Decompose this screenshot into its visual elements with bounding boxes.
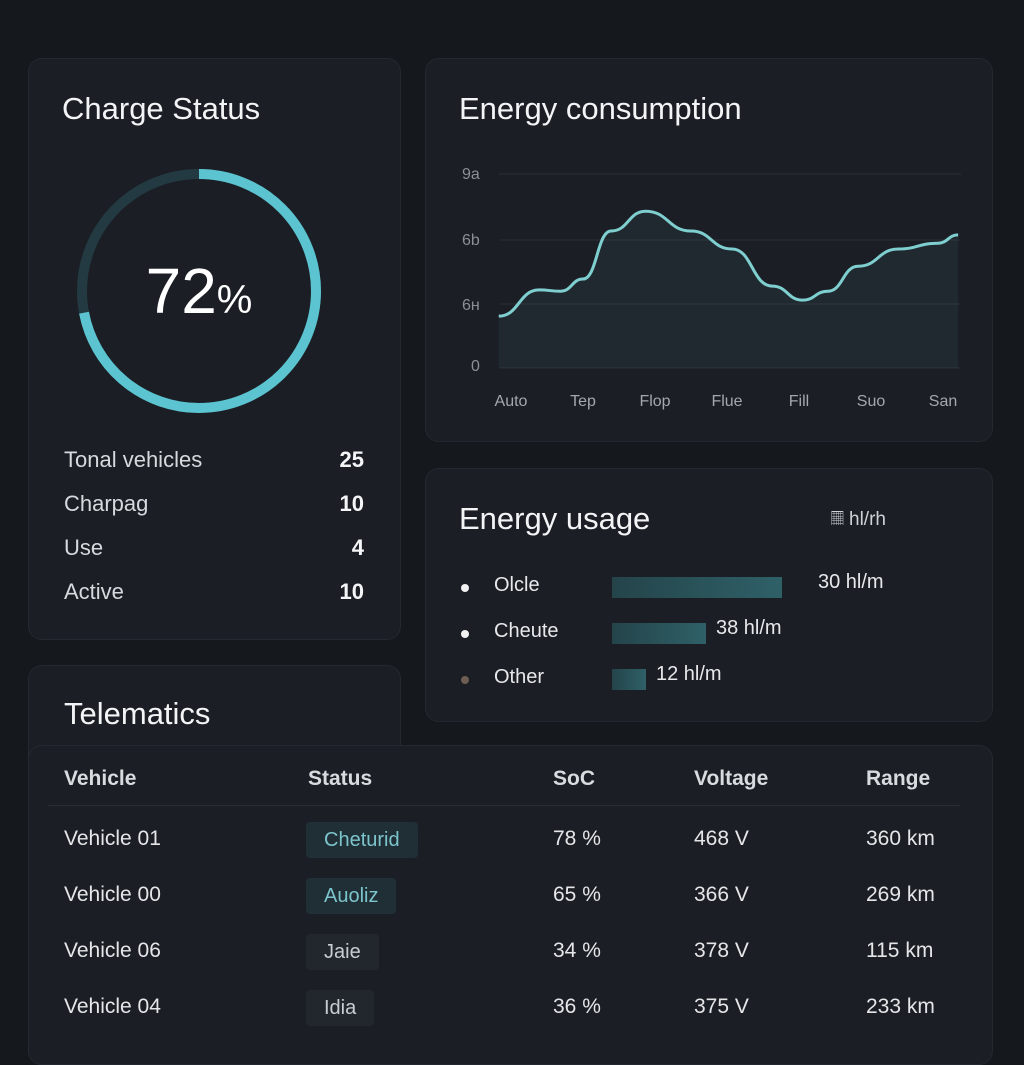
telematics-title: Telematics <box>64 696 211 731</box>
charge-status-card: Charge Status 72% Tonal vehicles 25 Charp… <box>28 58 401 640</box>
table-cell: 36 % <box>553 995 601 1018</box>
stat-row: Active 10 <box>64 579 364 604</box>
stat-row: Use 4 <box>64 535 364 560</box>
usage-value: 30 hl/m <box>818 571 884 593</box>
gauge-fill <box>77 169 321 413</box>
line-chart <box>498 173 961 369</box>
table-cell: 78 % <box>553 827 601 850</box>
table-cell: 233 km <box>866 995 935 1018</box>
unit-icon: 𝄜 <box>831 509 844 530</box>
table-cell: 34 % <box>553 939 601 962</box>
table-cell: 65 % <box>553 883 601 906</box>
x-tick-label: Fill <box>788 393 810 410</box>
table-cell: 269 km <box>866 883 935 906</box>
usage-bar <box>612 623 706 644</box>
stat-row: Charpag 10 <box>64 491 364 516</box>
status-badge: Auoliz <box>306 878 397 914</box>
usage-label: Olcle <box>494 574 540 596</box>
usage-value: 38 hl/m <box>716 617 782 639</box>
x-tick-label: Tep <box>570 393 596 410</box>
x-tick-label: San <box>928 393 958 410</box>
column-header[interactable]: Status <box>308 767 373 790</box>
table-cell: 360 km <box>866 827 935 850</box>
table-cell: Vehicle 06 <box>64 939 161 962</box>
x-tick-label: Suo <box>856 393 886 410</box>
energy-usage-title: Energy usage <box>459 501 651 536</box>
charge-percent: 72% <box>145 255 253 327</box>
status-badge: Cheturid <box>306 822 418 858</box>
usage-bar <box>612 577 782 598</box>
table-cell: Vehicle 01 <box>64 827 161 850</box>
x-tick-label: Flop <box>639 393 671 410</box>
status-badge: Jaie <box>306 934 379 970</box>
usage-value: 12 hl/m <box>656 663 722 685</box>
usage-label: Other <box>494 666 545 688</box>
x-tick-label: Auto <box>494 393 528 410</box>
table-cell: 375 V <box>694 995 749 1018</box>
chart-title: Energy consumption <box>459 91 742 126</box>
y-tick-label: 9a <box>462 166 480 183</box>
stat-row: Tonal vehicles 25 <box>64 447 364 472</box>
legend-dot <box>461 630 469 638</box>
legend-dot <box>461 584 469 592</box>
table-cell: Vehicle 04 <box>64 995 161 1018</box>
area-fill <box>498 211 959 368</box>
column-header[interactable]: Vehicle <box>64 767 137 790</box>
energy-usage-card: Energy usage 𝄜 hl/rh Olcle 30 hl/m Cheut… <box>425 468 993 722</box>
column-header[interactable]: Range <box>866 767 931 790</box>
series-line <box>498 209 959 318</box>
table-cell: 115 km <box>866 939 934 962</box>
legend-dot <box>461 676 469 684</box>
telematics-table-card <box>28 745 993 1065</box>
status-badge: Idia <box>306 990 375 1026</box>
x-tick-label: Flue <box>711 393 743 410</box>
table-cell: 378 V <box>694 939 749 962</box>
y-tick-label: 6ʜ <box>462 297 480 314</box>
charge-gauge <box>77 169 321 413</box>
usage-bar <box>612 669 646 690</box>
charge-status-title: Charge Status <box>62 91 261 126</box>
table-cell: Vehicle 00 <box>64 883 161 906</box>
table-cell: 366 V <box>694 883 749 906</box>
column-header[interactable]: SoC <box>553 767 595 790</box>
usage-label: Cheute <box>494 620 559 642</box>
header-divider <box>48 805 960 806</box>
y-tick-label: 6b <box>462 232 480 249</box>
table-cell: 468 V <box>694 827 749 850</box>
energy-consumption-card: Energy consumption 9a 6b 6ʜ 0 Auto Tep Flo… <box>425 58 993 442</box>
unit-label: 𝄜 hl/rh <box>831 509 886 530</box>
column-header[interactable]: Voltage <box>694 767 769 790</box>
y-tick-label: 0 <box>471 358 480 375</box>
